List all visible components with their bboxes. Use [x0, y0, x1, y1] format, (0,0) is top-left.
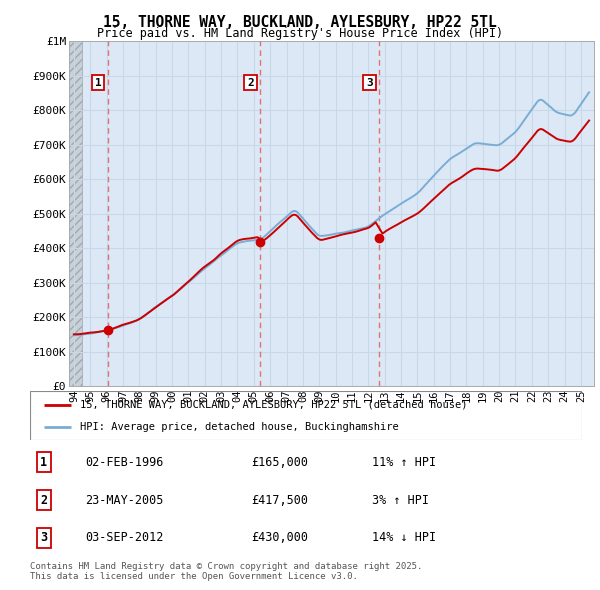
Text: 1: 1 [40, 455, 47, 468]
Text: 2: 2 [247, 78, 254, 88]
Text: 3: 3 [366, 78, 373, 88]
Bar [69, 41, 82, 386]
Text: £165,000: £165,000 [251, 455, 308, 468]
Text: 23-MAY-2005: 23-MAY-2005 [85, 493, 164, 507]
Text: 02-FEB-1996: 02-FEB-1996 [85, 455, 164, 468]
Text: 3: 3 [40, 532, 47, 545]
Text: HPI: Average price, detached house, Buckinghamshire: HPI: Average price, detached house, Buck… [80, 422, 398, 432]
Text: £430,000: £430,000 [251, 532, 308, 545]
Text: 15, THORNE WAY, BUCKLAND, AYLESBURY, HP22 5TL: 15, THORNE WAY, BUCKLAND, AYLESBURY, HP2… [103, 15, 497, 30]
Text: Price paid vs. HM Land Registry's House Price Index (HPI): Price paid vs. HM Land Registry's House … [97, 27, 503, 40]
Text: 11% ↑ HPI: 11% ↑ HPI [372, 455, 436, 468]
Text: 03-SEP-2012: 03-SEP-2012 [85, 532, 164, 545]
Text: 14% ↓ HPI: 14% ↓ HPI [372, 532, 436, 545]
Text: 3% ↑ HPI: 3% ↑ HPI [372, 493, 429, 507]
Text: 15, THORNE WAY, BUCKLAND, AYLESBURY, HP22 5TL (detached house): 15, THORNE WAY, BUCKLAND, AYLESBURY, HP2… [80, 399, 467, 409]
Text: 2: 2 [40, 493, 47, 507]
Text: £417,500: £417,500 [251, 493, 308, 507]
Text: 1: 1 [95, 78, 101, 88]
Text: Contains HM Land Registry data © Crown copyright and database right 2025.
This d: Contains HM Land Registry data © Crown c… [30, 562, 422, 581]
